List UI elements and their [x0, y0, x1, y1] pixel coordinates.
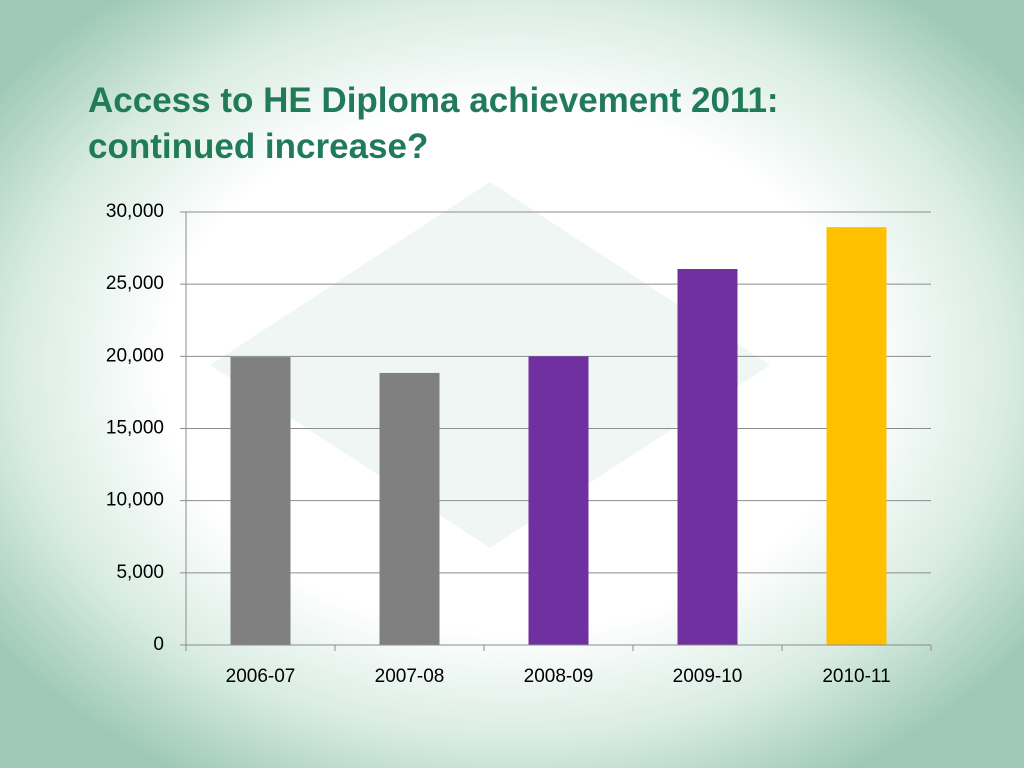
bar [528, 356, 589, 645]
x-tick-label: 2006-07 [226, 666, 296, 687]
bar [826, 227, 887, 645]
y-tick-label: 10,000 [106, 490, 164, 511]
x-tick-label: 2007-08 [375, 666, 445, 687]
bar [230, 357, 291, 645]
y-tick-label: 30,000 [106, 201, 164, 222]
y-tick-label: 20,000 [106, 345, 164, 366]
bar [677, 269, 738, 645]
x-tick-label: 2009-10 [673, 666, 743, 687]
y-tick-label: 25,000 [106, 273, 164, 294]
chart-title: Access to HE Diploma achievement 2011: c… [88, 81, 779, 166]
bar [379, 372, 440, 645]
watermark [210, 182, 770, 548]
x-tick-label: 2008-09 [524, 666, 594, 687]
x-tick-label: 2010-11 [822, 666, 890, 687]
y-tick-label: 15,000 [106, 418, 164, 439]
y-tick-label: 5,000 [116, 562, 164, 583]
y-tick-label: 0 [153, 634, 164, 655]
